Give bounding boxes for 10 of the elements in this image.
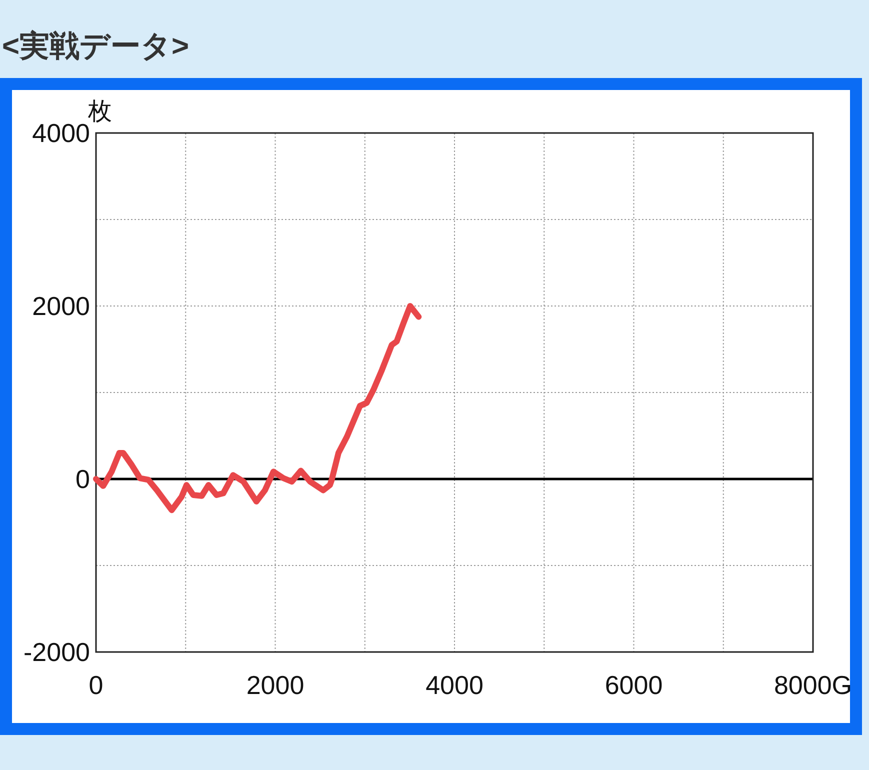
y-tick-label: 0 — [76, 464, 90, 494]
x-tick-label: 6000 — [604, 670, 663, 700]
x-tick-label: 8000G — [774, 670, 852, 700]
y-tick-label: 4000 — [32, 118, 90, 148]
y-axis-title: 枚 — [87, 98, 112, 125]
y-tick-label: -2000 — [24, 637, 90, 667]
x-tick-label: 4000 — [426, 670, 484, 700]
chart-title: <実戦データ> — [2, 29, 190, 63]
y-tick-label: 2000 — [32, 291, 90, 321]
x-tick-label: 2000 — [246, 670, 304, 700]
